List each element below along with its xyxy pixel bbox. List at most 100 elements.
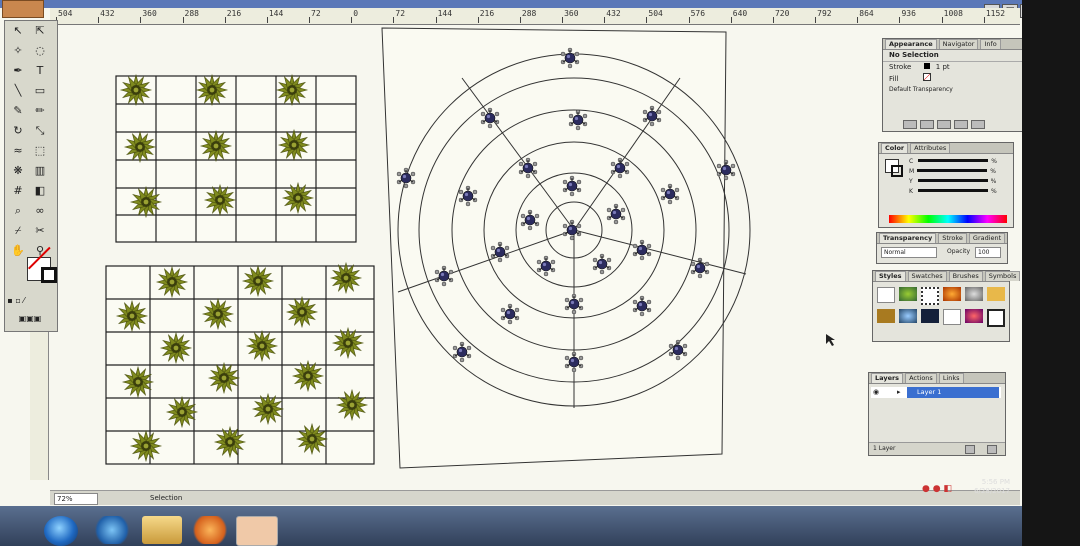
stroke-swatch[interactable] [41, 267, 57, 283]
tab-layers[interactable]: Layers [871, 373, 904, 383]
style-swatch[interactable] [877, 287, 895, 303]
opacity-input[interactable]: 100 [975, 247, 1001, 258]
tab-symbols[interactable]: Symbols [984, 271, 1021, 281]
lasso-icon[interactable]: ◌ [35, 44, 45, 57]
style-swatch[interactable] [899, 287, 917, 301]
tab-styles[interactable]: Styles [875, 271, 906, 281]
styles-panel-tabs: Styles Swatches Brushes Symbols [873, 271, 1021, 282]
selection-tool-icon[interactable]: ↖ [13, 24, 23, 37]
slice-tool-icon[interactable]: ⌿ [14, 224, 22, 237]
tab-color[interactable]: Color [881, 143, 909, 153]
duplicate-item-icon[interactable] [954, 120, 968, 129]
tab-actions[interactable]: Actions [905, 373, 937, 383]
tab-transparency[interactable]: Transparency [879, 233, 937, 243]
cmyk-sliders: C% M% Y% K% [909, 157, 1009, 197]
new-layer-icon[interactable] [965, 445, 975, 454]
pencil-icon[interactable]: ✏ [35, 104, 45, 117]
media-player-icon[interactable] [190, 516, 230, 544]
eyedropper-icon[interactable]: ⌕ [14, 204, 22, 217]
expand-arrow-icon[interactable]: ▸ [897, 388, 901, 396]
style-swatch[interactable] [877, 309, 895, 323]
direct-selection-tool-icon[interactable]: ⇱ [35, 24, 45, 37]
tab-swatches[interactable]: Swatches [907, 271, 947, 281]
mouse-cursor-icon [826, 334, 835, 346]
tab-links[interactable]: Links [938, 373, 964, 383]
grid-2-flowers [116, 262, 368, 462]
style-swatch[interactable] [943, 287, 961, 301]
grid-pattern-2 [105, 265, 375, 465]
zoom-level[interactable]: 72% [54, 493, 98, 505]
graph-tool-icon[interactable]: ▥ [34, 164, 46, 177]
scissors-icon[interactable]: ✂ [35, 224, 45, 237]
stroke-row[interactable]: Stroke 1 pt [883, 62, 1023, 73]
ruler-tick-label: 360 [140, 9, 157, 23]
color-spectrum-bar[interactable] [889, 215, 1007, 223]
style-swatch[interactable] [943, 309, 961, 325]
gradient-tool-icon[interactable]: ◧ [34, 184, 46, 197]
layer-row[interactable]: ◉ ▸ Layer 1 [871, 387, 1001, 398]
layers-footer: 1 Layer [869, 442, 1005, 455]
magenta-slider[interactable]: M% [909, 168, 996, 175]
ruler-tick-label: 144 [435, 9, 453, 23]
ruler-tick-label: 640 [730, 9, 748, 23]
system-clock[interactable]: 5:56 PM 6/28/2017 [974, 478, 1010, 496]
line-tool-icon[interactable]: ╲ [14, 84, 22, 97]
trash-icon[interactable] [971, 120, 985, 129]
tab-attributes[interactable]: Attributes [910, 143, 951, 153]
style-swatch[interactable] [987, 287, 1005, 301]
yellow-slider[interactable]: Y% [909, 178, 997, 185]
style-swatches [877, 287, 1005, 327]
status-tool-label[interactable]: Selection [150, 494, 183, 502]
tab-navigator[interactable]: Navigator [938, 39, 979, 49]
file-explorer-icon[interactable] [142, 516, 182, 544]
style-swatch[interactable] [899, 309, 917, 323]
layers-panel: Layers Actions Links ◉ ▸ Layer 1 1 Layer [868, 372, 1006, 456]
mesh-tool-icon[interactable]: # [13, 184, 23, 197]
illustrator-task-icon[interactable] [236, 516, 278, 546]
type-tool-icon[interactable]: T [36, 64, 44, 77]
rotate-tool-icon[interactable]: ↻ [13, 124, 23, 137]
style-swatch[interactable] [965, 287, 983, 301]
ruler-tick-label: 288 [519, 9, 537, 23]
reduce-appearance-icon[interactable] [937, 120, 951, 129]
free-transform-icon[interactable]: ⬚ [34, 144, 46, 157]
tab-appearance[interactable]: Appearance [885, 39, 937, 49]
system-tray-icons[interactable]: ● ● ◧ [922, 484, 952, 494]
hand-tool-icon[interactable]: ✋ [11, 244, 25, 257]
eye-icon[interactable]: ◉ [873, 388, 880, 396]
screen-mode-icon[interactable]: ▣▣▣ [18, 314, 42, 323]
color-stroke-proxy[interactable] [891, 165, 903, 177]
magic-wand-icon[interactable]: ✧ [13, 44, 23, 57]
ruler-tick-label: 216 [224, 9, 242, 23]
trash-icon[interactable] [987, 445, 997, 454]
color-mode-icon[interactable]: ▪ ▫ ⁄ [7, 296, 25, 305]
stroke-label: Stroke [889, 63, 912, 71]
black-slider[interactable]: K% [909, 188, 997, 195]
fill-row[interactable]: Fill [883, 73, 1023, 84]
transparency-panel: Transparency Stroke Gradient Normal Opac… [876, 232, 1008, 264]
warp-tool-icon[interactable]: ≈ [13, 144, 23, 157]
rectangle-tool-icon[interactable]: ▭ [34, 84, 46, 97]
scale-tool-icon[interactable]: ⤡ [35, 124, 45, 137]
style-swatch[interactable] [965, 309, 983, 323]
paintbrush-icon[interactable]: ✎ [13, 104, 23, 117]
internet-explorer-icon[interactable] [92, 516, 132, 544]
style-swatch[interactable] [921, 309, 939, 323]
pen-tool-icon[interactable]: ✒ [13, 64, 23, 77]
new-art-icon[interactable] [903, 120, 917, 129]
appearance-panel: Appearance Navigator Info No Selection S… [882, 38, 1024, 132]
clear-appearance-icon[interactable] [920, 120, 934, 129]
tab-stroke[interactable]: Stroke [938, 233, 967, 243]
tab-info[interactable]: Info [980, 39, 1001, 49]
symbol-sprayer-icon[interactable]: ❋ [13, 164, 23, 177]
tab-gradient[interactable]: Gradient [968, 233, 1006, 243]
tab-brushes[interactable]: Brushes [948, 271, 983, 281]
style-swatch[interactable] [987, 309, 1005, 327]
style-swatch[interactable] [921, 287, 939, 305]
blend-tool-icon[interactable]: ∞ [35, 204, 45, 217]
zoom-tool-icon[interactable]: ⚲ [35, 244, 45, 257]
layer-name[interactable]: Layer 1 [907, 387, 999, 398]
cyan-slider[interactable]: C% [909, 158, 997, 165]
blend-mode-select[interactable]: Normal [881, 247, 937, 258]
start-button[interactable] [44, 516, 78, 546]
